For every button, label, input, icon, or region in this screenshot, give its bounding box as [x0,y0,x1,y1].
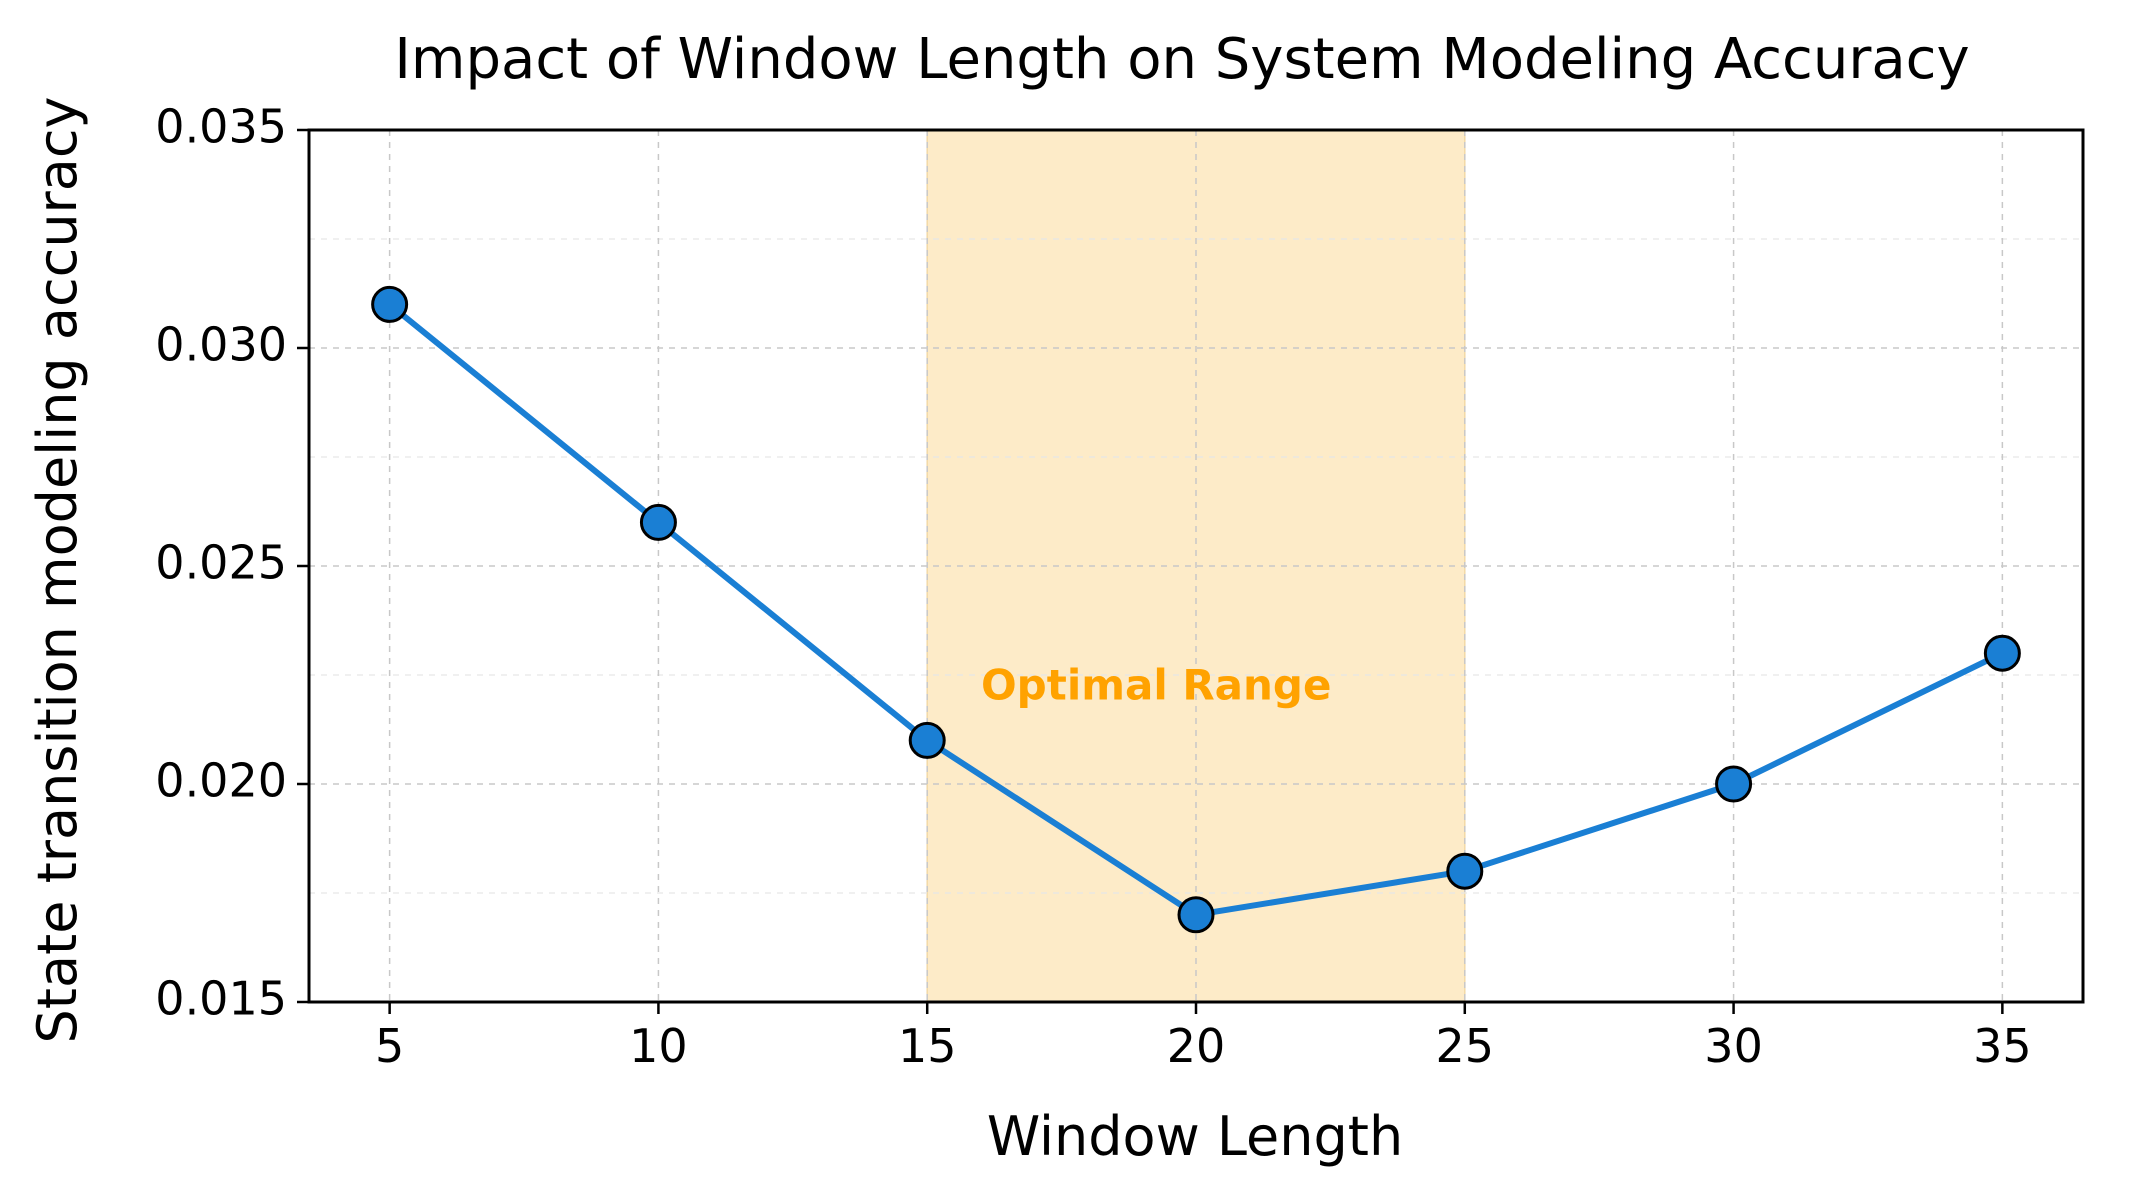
y-tick-label: 0.015 [155,972,287,1026]
x-tick-label: 20 [1167,1019,1226,1073]
x-tick-label: 15 [898,1019,957,1073]
x-axis-label: Window Length [987,1105,1403,1168]
data-point-10 [639,503,677,541]
data-point-20 [1177,896,1215,934]
data-point-5 [371,285,409,323]
y-tick-label: 0.020 [155,754,287,808]
y-axis-label: State transition modeling accuracy [26,97,89,1044]
x-tick-label: 10 [629,1019,688,1073]
data-point-25 [1446,852,1484,890]
y-tick-label: 0.030 [155,318,287,372]
data-point-15 [908,721,946,759]
optimal-range-label: Optimal Range [981,661,1332,710]
data-point-30 [1715,765,1753,803]
x-tick-label: 5 [375,1019,404,1073]
y-tick-label: 0.035 [155,100,287,154]
y-tick-label: 0.025 [155,536,287,590]
x-tick-label: 25 [1436,1019,1495,1073]
x-tick-label: 35 [1973,1019,2032,1073]
data-point-35 [1983,634,2021,672]
x-tick-label: 30 [1704,1019,1763,1073]
chart-title: Impact of Window Length on System Modeli… [394,27,1969,92]
